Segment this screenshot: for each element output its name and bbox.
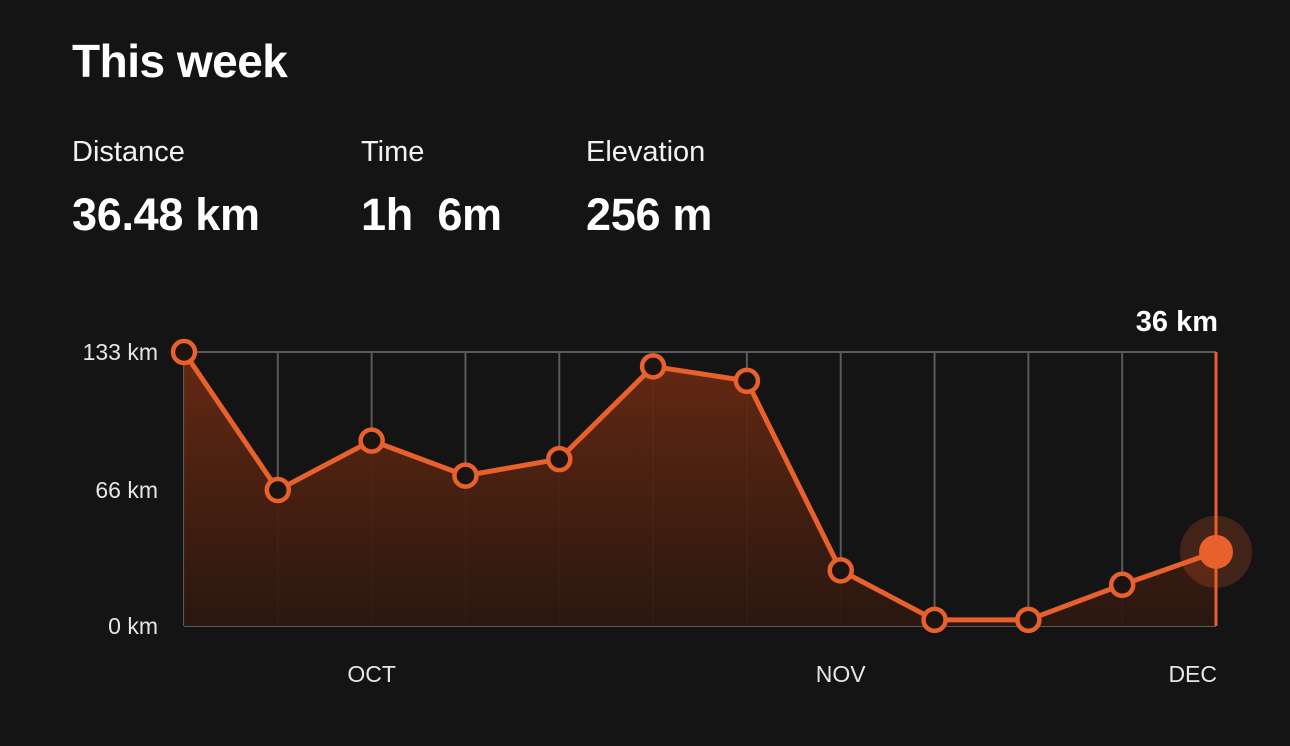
data-point[interactable] [1108,571,1136,599]
data-point[interactable] [827,557,854,584]
data-point[interactable] [170,338,198,366]
stat-distance: Distance 36.48 km [72,136,260,241]
selected-point[interactable] [1199,534,1233,569]
x-tick-label: NOV [816,661,867,687]
x-tick-label: OCT [347,661,396,687]
series-path [181,349,1219,623]
x-tick-label: DEC [1168,661,1217,687]
area-fill [184,352,1216,626]
data-point[interactable] [733,367,761,395]
data-point[interactable] [452,462,479,489]
page-title: This week [72,35,288,87]
stat-distance-label: Distance [72,136,185,168]
stat-time-label: Time [361,136,425,168]
series-area [184,352,1216,626]
stat-distance-value: 36.48 km [72,189,260,240]
stat-elevation: Elevation 256 m [586,136,712,241]
x-axis: OCT NOV DEC [347,661,1217,687]
y-tick-label: 0 km [108,613,158,639]
data-point[interactable] [639,353,667,380]
stat-elevation-value: 256 m [586,189,713,240]
data-point[interactable] [546,445,573,473]
data-point[interactable] [358,427,385,454]
series-line [181,349,1219,623]
y-tick-label: 66 km [95,477,158,503]
selection-marker: 36 km [1136,306,1252,626]
data-point[interactable] [921,606,948,634]
data-point[interactable] [264,476,292,504]
data-points[interactable] [170,338,1136,634]
y-tick-label: 133 km [83,339,158,365]
stat-time: Time 1h 6m [361,136,502,241]
y-axis: 0 km 66 km 133 km [83,339,158,639]
stat-elevation-label: Elevation [586,136,706,168]
selected-value-label: 36 km [1136,306,1218,338]
stat-time-value: 1h 6m [361,189,502,240]
data-point[interactable] [1015,606,1042,634]
